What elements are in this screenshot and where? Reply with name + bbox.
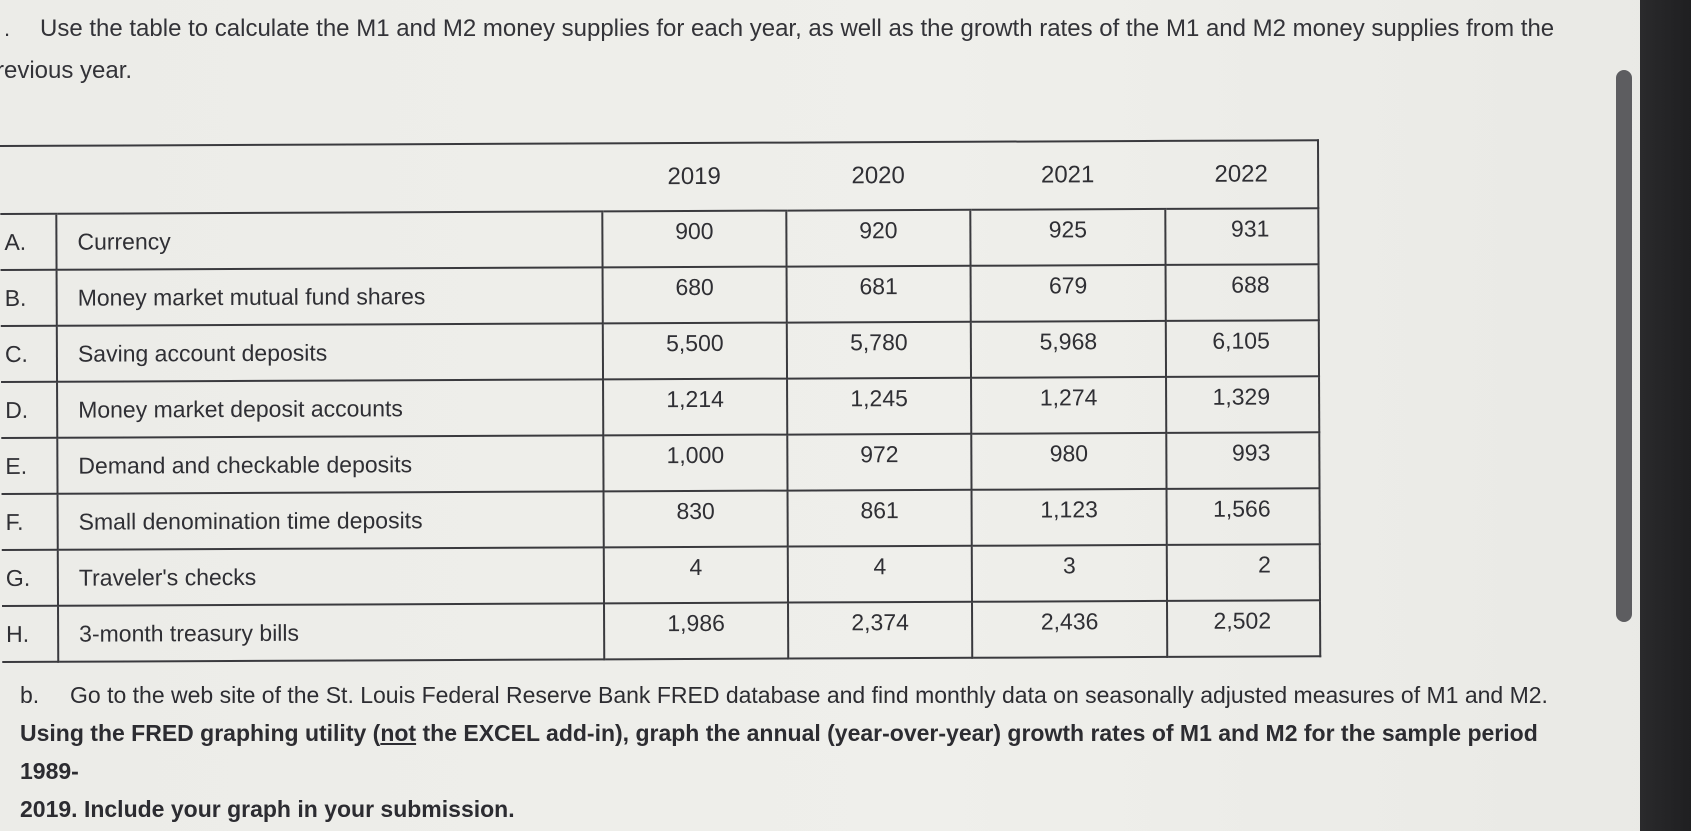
table-row: D. Money market deposit accounts 1,214 1… [1, 376, 1320, 438]
cell-value: 1,986 [604, 602, 789, 660]
cell-value: 1,329 [1166, 376, 1320, 433]
cell-value: 688 [1165, 264, 1319, 321]
prompt-line-2: revious year. [0, 57, 133, 84]
cell-value: 861 [787, 489, 972, 547]
row-label: Money market mutual fund shares [56, 267, 603, 326]
row-label: Currency [56, 211, 603, 270]
cell-value: 4 [603, 546, 789, 604]
row-label: Demand and checkable deposits [57, 435, 604, 494]
cell-value: 2,436 [972, 600, 1168, 658]
cell-value: 2,374 [788, 601, 973, 659]
row-label: Small denomination time deposits [57, 491, 604, 550]
cell-value: 1,123 [971, 488, 1167, 546]
part-b-plain-text: Go to the web site of the St. Louis Fede… [70, 682, 1548, 708]
table-row: A. Currency 900 920 925 931 [0, 208, 1319, 270]
table-row: B. Money market mutual fund shares 680 6… [0, 264, 1319, 326]
year-header: 2022 [1164, 140, 1319, 209]
cell-value: 1,274 [971, 376, 1167, 434]
screen-edge [1640, 0, 1691, 831]
row-letter: F. [1, 493, 58, 550]
vertical-scrollbar[interactable] [1616, 70, 1632, 622]
cell-value: 972 [787, 433, 972, 491]
cell-value: 680 [602, 266, 787, 324]
year-header: 2021 [969, 140, 1166, 210]
table-row: G. Traveler's checks 4 4 3 2 [1, 544, 1320, 606]
cell-value: 2 [1166, 544, 1320, 601]
row-label: Saving account deposits [56, 323, 604, 382]
row-letter: G. [1, 549, 59, 606]
cell-value: 830 [603, 490, 788, 548]
table-row: C. Saving account deposits 5,500 5,780 5… [0, 320, 1320, 382]
cell-value: 3 [971, 544, 1168, 602]
part-b-bold-before: Using the FRED graphing utility ( [20, 720, 381, 746]
cell-value: 980 [971, 432, 1167, 490]
prompt-line-1: Use the table to calculate the M1 and M2… [40, 15, 1555, 42]
part-b-bold-line-3: 2019. Include your graph in your submiss… [20, 796, 515, 822]
table-row: E. Demand and checkable deposits 1,000 9… [1, 432, 1320, 494]
part-b-underlined-not: not [380, 720, 417, 746]
cell-value: 679 [970, 264, 1166, 322]
table-header-row: 2019 2020 2021 2022 [0, 140, 1319, 214]
row-letter: B. [0, 269, 57, 326]
row-letter: E. [1, 437, 58, 494]
cell-value: 931 [1165, 208, 1319, 265]
cell-value: 5,500 [602, 322, 788, 380]
cell-value: 5,968 [970, 320, 1167, 378]
row-label: 3-month treasury bills [58, 603, 605, 662]
row-letter: A. [0, 213, 57, 270]
row-label: Traveler's checks [57, 547, 605, 606]
cell-value: 2,502 [1167, 600, 1321, 657]
row-letter: D. [1, 381, 58, 438]
cell-value: 1,214 [603, 378, 788, 436]
header-label-blank [56, 143, 603, 214]
money-supply-table: 2019 2020 2021 2022 A. Currency 900 920 … [0, 139, 1321, 663]
cell-value: 681 [786, 265, 971, 323]
question-bullet: . [4, 16, 11, 41]
cell-value: 925 [970, 208, 1166, 266]
header-blank [0, 145, 57, 214]
row-letter: C. [0, 325, 58, 382]
cell-value: 993 [1166, 432, 1320, 489]
part-b-bold-line: Using the FRED graphing utility (not the… [20, 720, 1538, 784]
document-page: . Use the table to calculate the M1 and … [0, 8, 1580, 828]
cell-value: 5,780 [786, 321, 972, 379]
cell-value: 1,245 [787, 377, 972, 435]
part-b-bold-after: the EXCEL add-in), graph the annual (yea… [20, 720, 1538, 784]
row-letter: H. [2, 605, 59, 662]
part-b-marker: b. [20, 682, 40, 708]
year-header: 2019 [601, 142, 787, 212]
cell-value: 1,566 [1166, 488, 1320, 545]
cell-value: 1,000 [603, 434, 788, 492]
money-supply-table-wrap: 2019 2020 2021 2022 A. Currency 900 920 … [0, 139, 1321, 662]
table-row: H. 3-month treasury bills 1,986 2,374 2,… [2, 600, 1321, 662]
part-b-instructions: b. Go to the web site of the St. Louis Fe… [20, 676, 1580, 828]
question-prompt: . Use the table to calculate the M1 and … [0, 8, 1560, 92]
cell-value: 900 [602, 210, 787, 268]
cell-value: 920 [786, 209, 971, 267]
row-label: Money market deposit accounts [57, 379, 604, 438]
table-row: F. Small denomination time deposits 830 … [1, 488, 1320, 550]
cell-value: 4 [787, 545, 973, 603]
year-header: 2020 [785, 141, 971, 211]
cell-value: 6,105 [1165, 320, 1320, 377]
